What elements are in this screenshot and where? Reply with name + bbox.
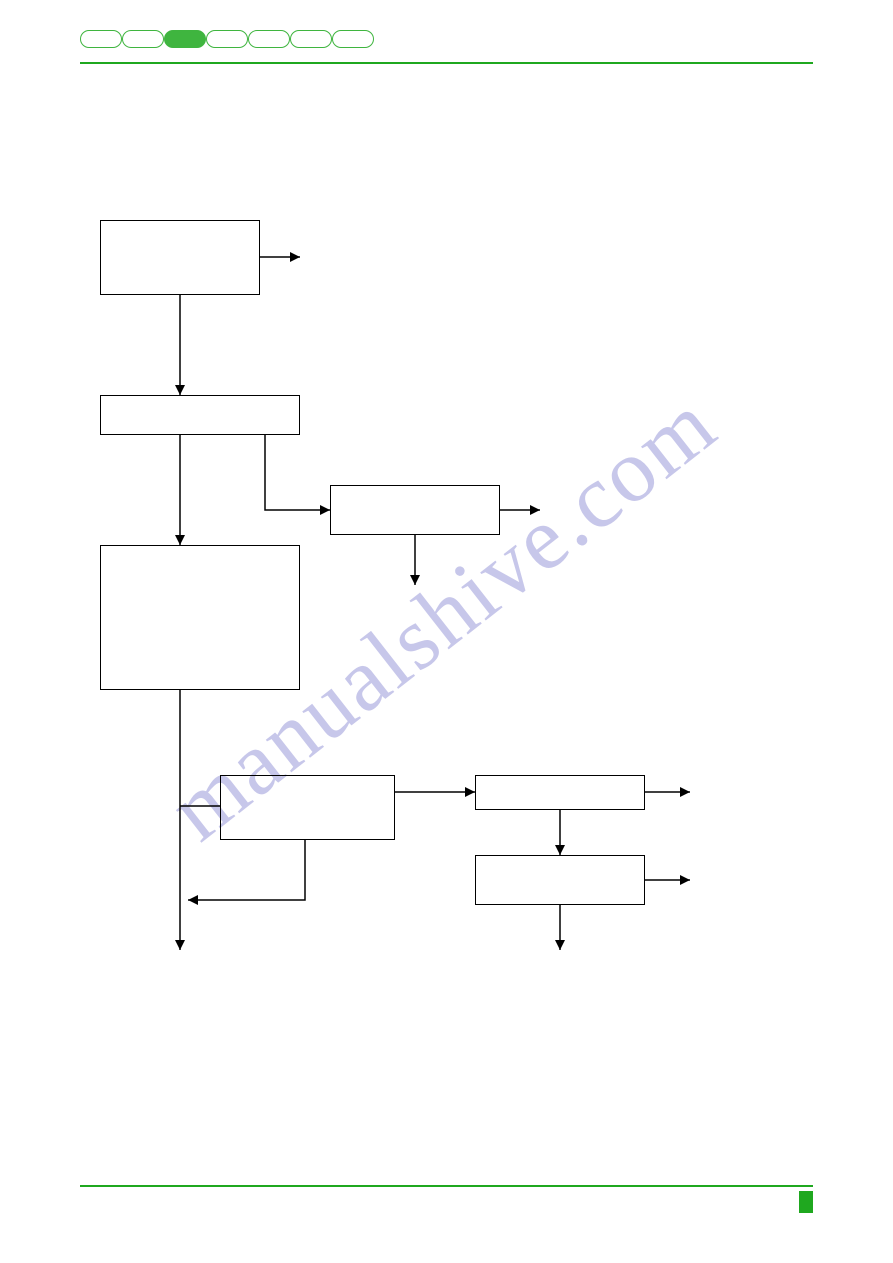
flowchart-node: [475, 775, 645, 810]
flowchart-node: [100, 220, 260, 295]
header-pill: [290, 30, 332, 48]
flowchart-node: [330, 485, 500, 535]
flowchart-diagram: [100, 220, 780, 980]
header-pill: [164, 30, 206, 48]
flowchart-node: [100, 545, 300, 690]
flowchart-edge: [265, 435, 330, 510]
header-pill: [332, 30, 374, 48]
header-pill: [206, 30, 248, 48]
header-pill: [122, 30, 164, 48]
flowchart-node: [100, 395, 300, 435]
page: manualshive.com: [0, 0, 893, 1263]
flowchart-edge: [188, 840, 305, 900]
flowchart-node: [475, 855, 645, 905]
footer-divider: [80, 1185, 813, 1187]
flowchart-node: [220, 775, 395, 840]
header-pills: [80, 30, 813, 48]
header-pill: [248, 30, 290, 48]
footer-page-bar: [799, 1191, 813, 1213]
header-pill: [80, 30, 122, 48]
header-divider: [80, 62, 813, 64]
